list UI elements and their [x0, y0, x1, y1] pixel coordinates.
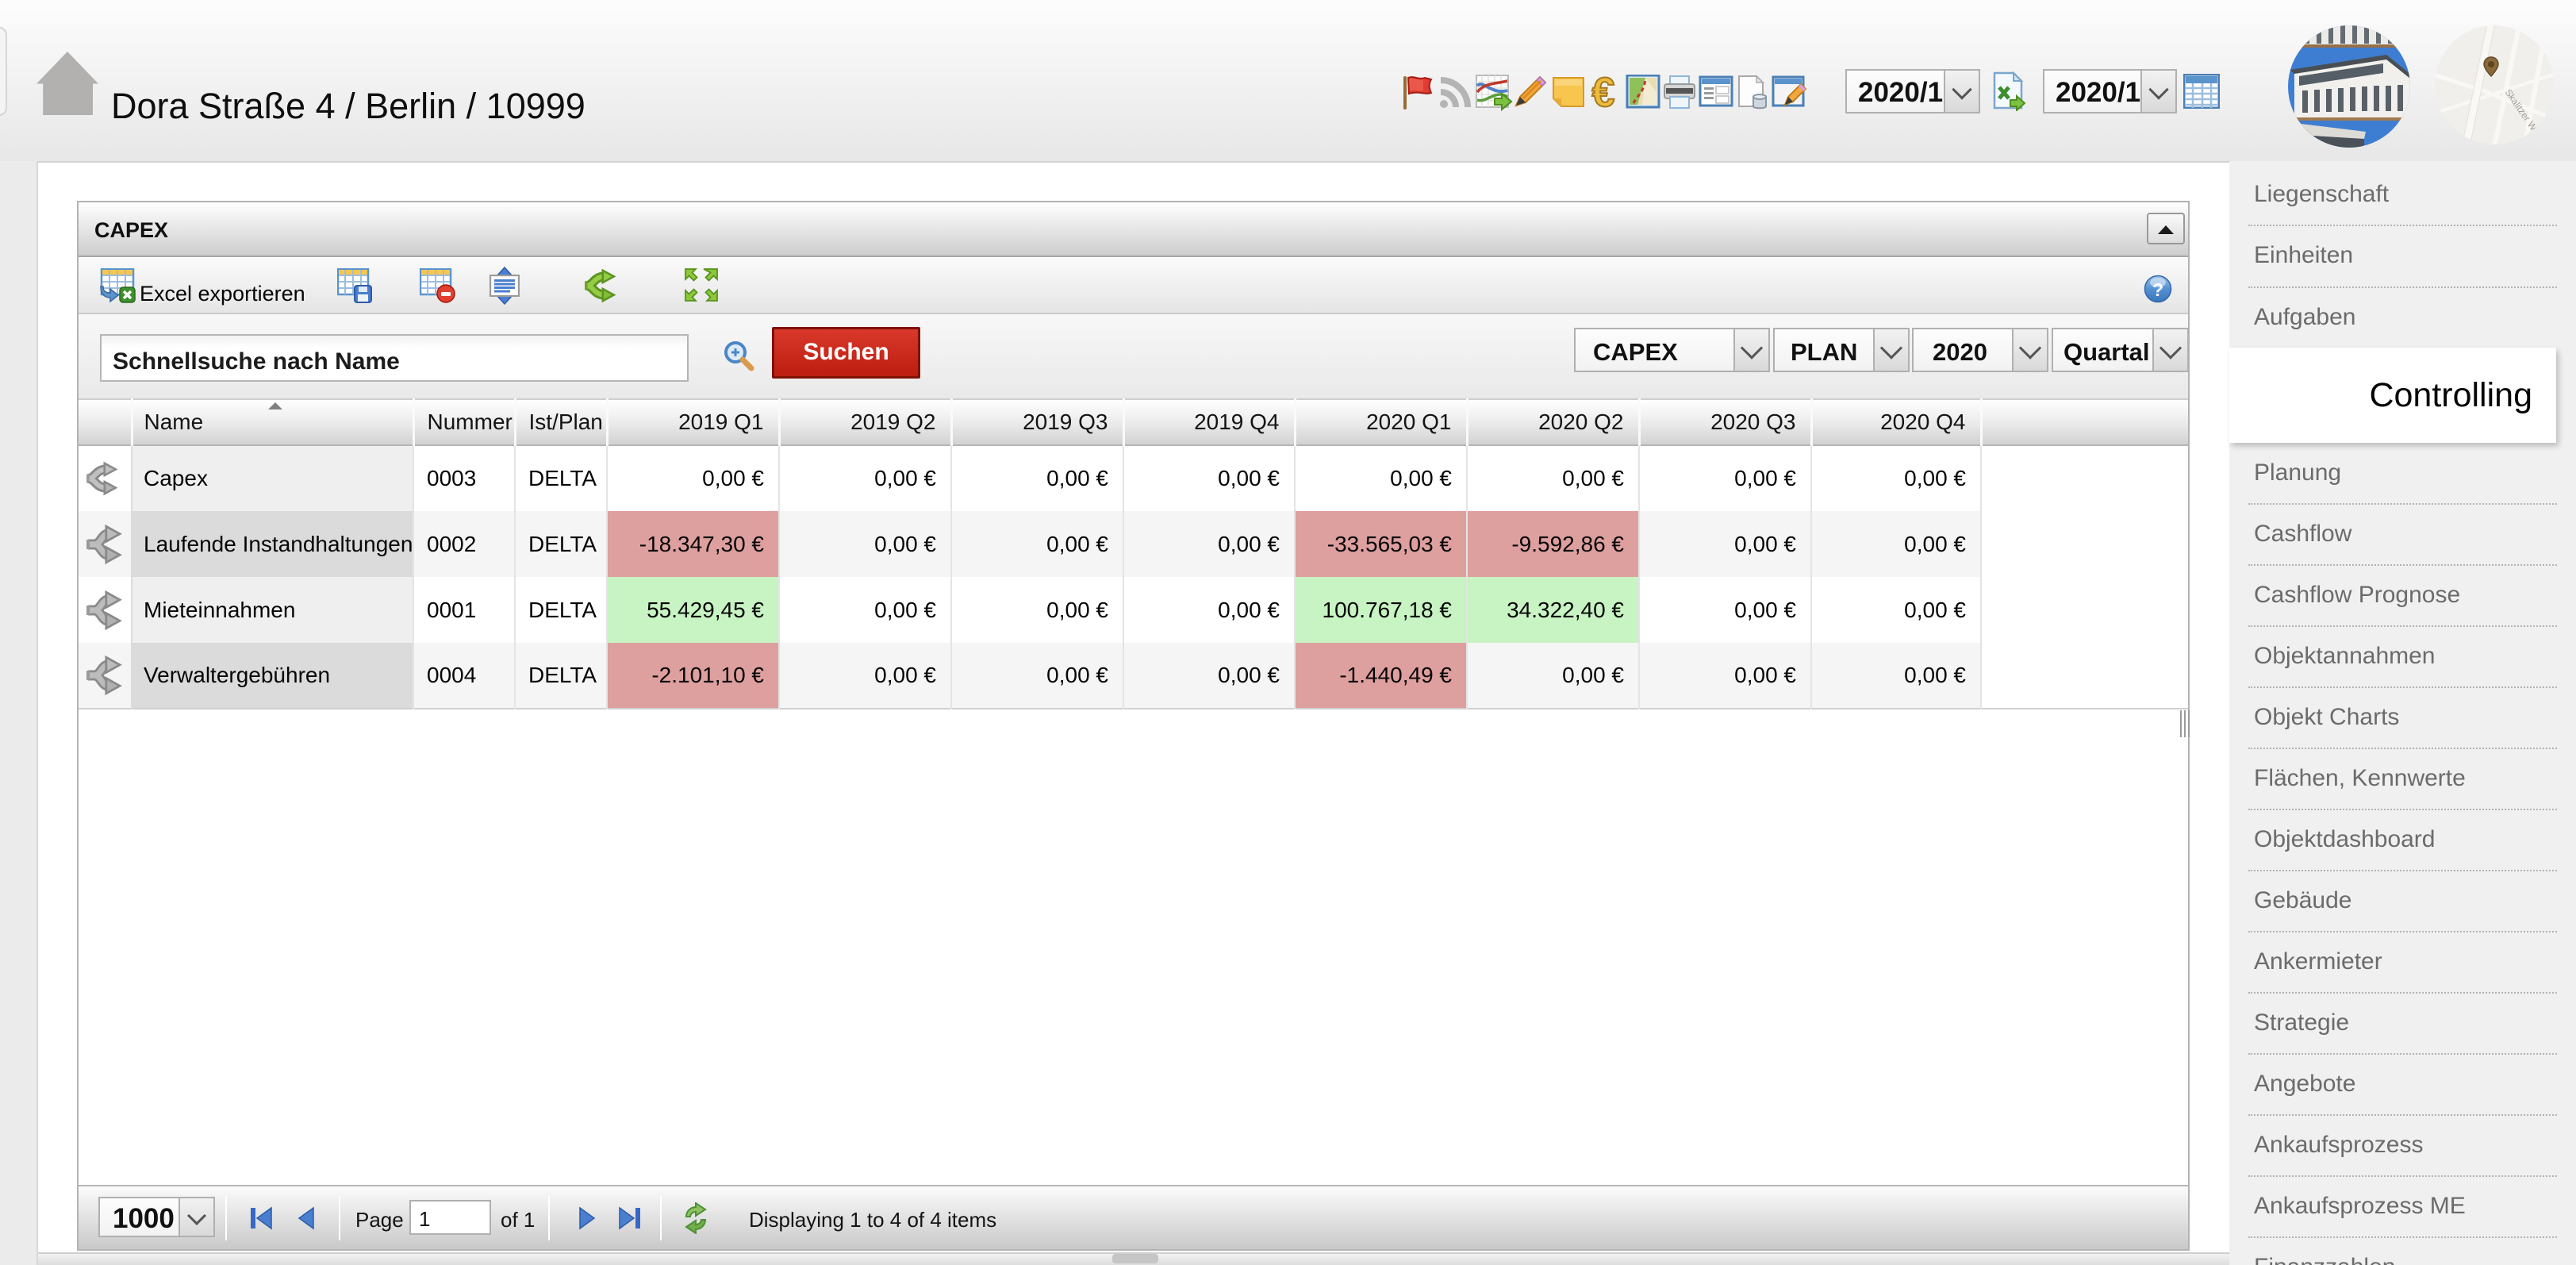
svg-text:€: €: [1592, 75, 1615, 111]
svg-text:?: ?: [2152, 279, 2163, 300]
